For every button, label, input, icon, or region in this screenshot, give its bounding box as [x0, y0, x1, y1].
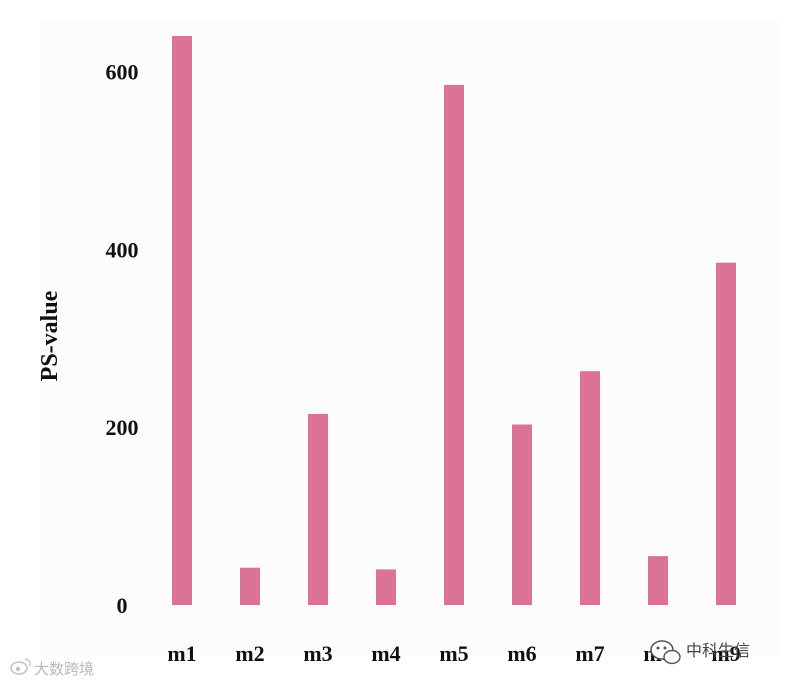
weibo-logo-icon	[10, 658, 31, 675]
bars-layer	[172, 36, 736, 605]
watermark-left-text: 大数跨境	[34, 660, 94, 678]
x-tick-label-m7: m7	[575, 641, 604, 666]
y-tick-label-400: 400	[106, 237, 139, 262]
bar-m7	[580, 371, 600, 605]
y-axis-title: PS-value	[37, 290, 63, 381]
plot-background	[40, 20, 780, 656]
y-tick-labels: 0 200 400 600	[106, 60, 139, 618]
watermark-right-text: 中科生信	[686, 641, 750, 660]
y-tick-label-0: 0	[117, 593, 128, 618]
bar-m2	[240, 567, 260, 605]
x-tick-label-m1: m1	[167, 641, 196, 666]
y-tick-label-200: 200	[106, 415, 139, 440]
watermark-right: 中科生信	[650, 640, 750, 665]
bar-m1	[172, 36, 192, 605]
bar-m3	[308, 413, 328, 605]
bar-m6	[512, 424, 532, 605]
bar-m8	[648, 556, 668, 605]
x-tick-label-m6: m6	[507, 641, 536, 666]
bar-m9	[716, 262, 736, 605]
x-tick-label-m2: m2	[235, 641, 264, 666]
x-tick-label-m3: m3	[303, 641, 332, 666]
bar-m5	[444, 84, 464, 605]
bar-m4	[376, 569, 396, 605]
x-tick-label-m5: m5	[439, 641, 468, 666]
x-tick-label-m4: m4	[371, 641, 400, 666]
wechat-logo-icon	[650, 640, 681, 665]
x-tick-label-m9: m9	[711, 641, 740, 666]
watermark-left: 大数跨境	[10, 658, 94, 678]
y-tick-label-600: 600	[106, 60, 139, 85]
